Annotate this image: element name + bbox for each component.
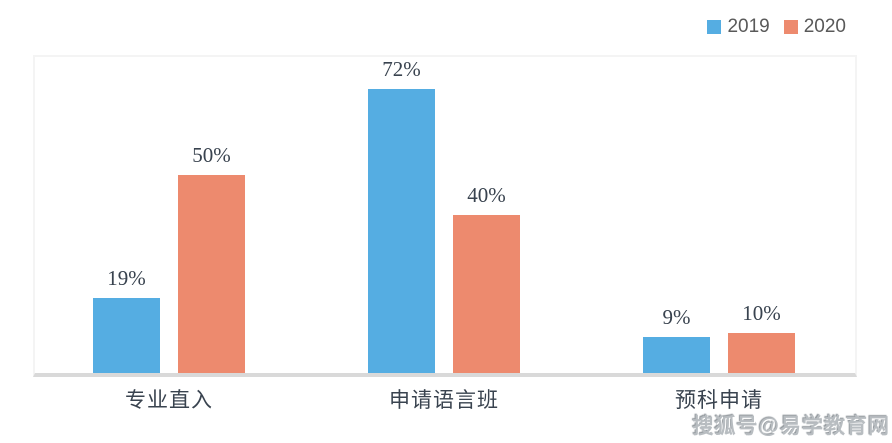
data-label: 50%	[192, 143, 231, 167]
bar-2020[interactable]	[453, 215, 520, 373]
watermark: 搜狐号@易学教育网	[692, 415, 890, 438]
category-label: 申请语言班	[389, 388, 499, 412]
bar-with-label: 72%	[368, 57, 435, 373]
data-label: 10%	[742, 301, 781, 325]
bar-with-label: 40%	[453, 183, 520, 373]
legend-label-2020: 2020	[803, 16, 846, 37]
bar-group: 72% 40%	[368, 57, 520, 373]
legend-swatch-2019-icon	[707, 20, 722, 34]
legend-label-2019: 2019	[727, 16, 770, 37]
legend-item-2020[interactable]: 2020	[783, 16, 846, 38]
data-label: 9%	[662, 305, 691, 329]
bar-with-label: 50%	[178, 143, 245, 373]
bar-group: 19% 50%	[93, 143, 245, 373]
plot-area: 19% 50% 72% 40% 9% 10%	[33, 55, 857, 377]
category-label: 专业直入	[125, 388, 213, 412]
legend: 2019 2020	[707, 16, 846, 38]
bar-2019[interactable]	[368, 89, 435, 373]
bar-2019[interactable]	[93, 298, 160, 373]
x-axis-labels: 专业直入 申请语言班 预科申请	[35, 384, 855, 414]
bar-2019[interactable]	[643, 337, 710, 373]
bar-group: 9% 10%	[643, 301, 795, 373]
bar-groups: 19% 50% 72% 40% 9% 10%	[35, 57, 855, 373]
legend-swatch-2020-icon	[783, 20, 798, 34]
bar-2020[interactable]	[728, 333, 795, 373]
bar-2020[interactable]	[178, 175, 245, 373]
data-label: 19%	[107, 266, 146, 290]
bar-with-label: 9%	[643, 305, 710, 373]
data-label: 40%	[467, 183, 506, 207]
legend-item-2019[interactable]: 2019	[707, 16, 770, 38]
bar-with-label: 19%	[93, 266, 160, 373]
data-label: 72%	[382, 57, 421, 81]
bar-with-label: 10%	[728, 301, 795, 373]
category-label: 预科申请	[675, 388, 763, 412]
